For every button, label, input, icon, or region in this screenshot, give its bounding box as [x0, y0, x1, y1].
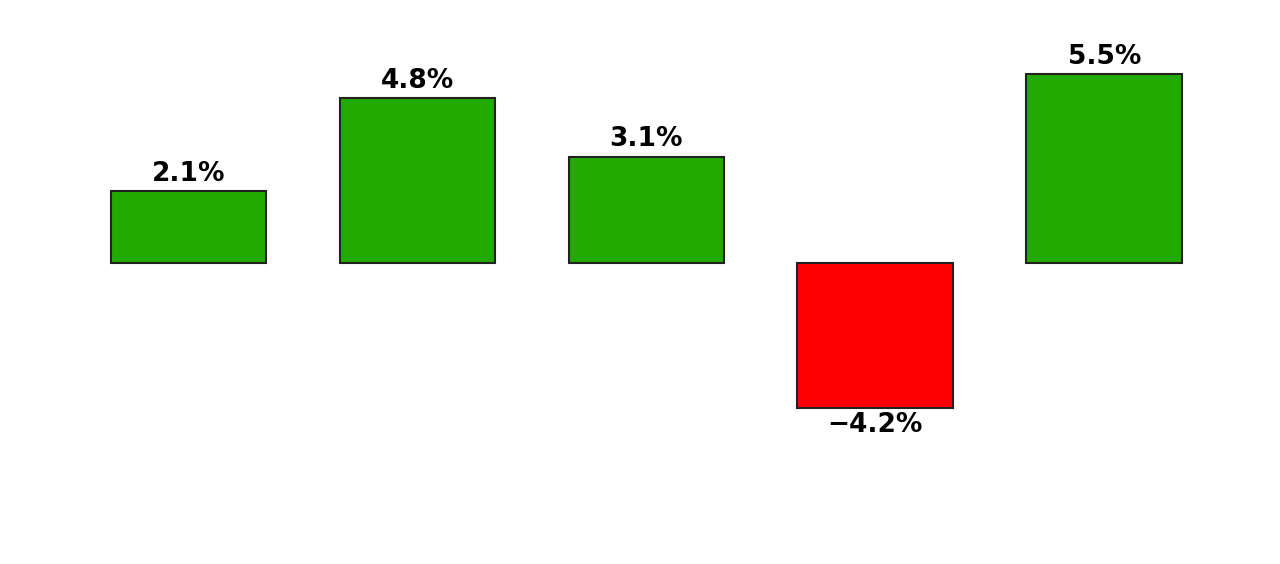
Text: February: February	[329, 506, 458, 534]
Text: May: May	[1102, 506, 1162, 534]
Bar	[568, 157, 724, 263]
Text: 5.5%: 5.5%	[1068, 44, 1140, 70]
Bar	[1027, 74, 1183, 263]
Text: 3.1%: 3.1%	[609, 126, 684, 152]
Text: −4.2%: −4.2%	[828, 412, 923, 438]
Text: March: March	[595, 506, 685, 534]
Bar	[797, 263, 954, 408]
Text: April: April	[852, 506, 919, 534]
Bar	[111, 191, 266, 263]
Text: 4.8%: 4.8%	[381, 68, 454, 94]
Bar	[339, 99, 495, 263]
Text: 2.1%: 2.1%	[152, 161, 225, 187]
Text: January: January	[92, 506, 204, 534]
